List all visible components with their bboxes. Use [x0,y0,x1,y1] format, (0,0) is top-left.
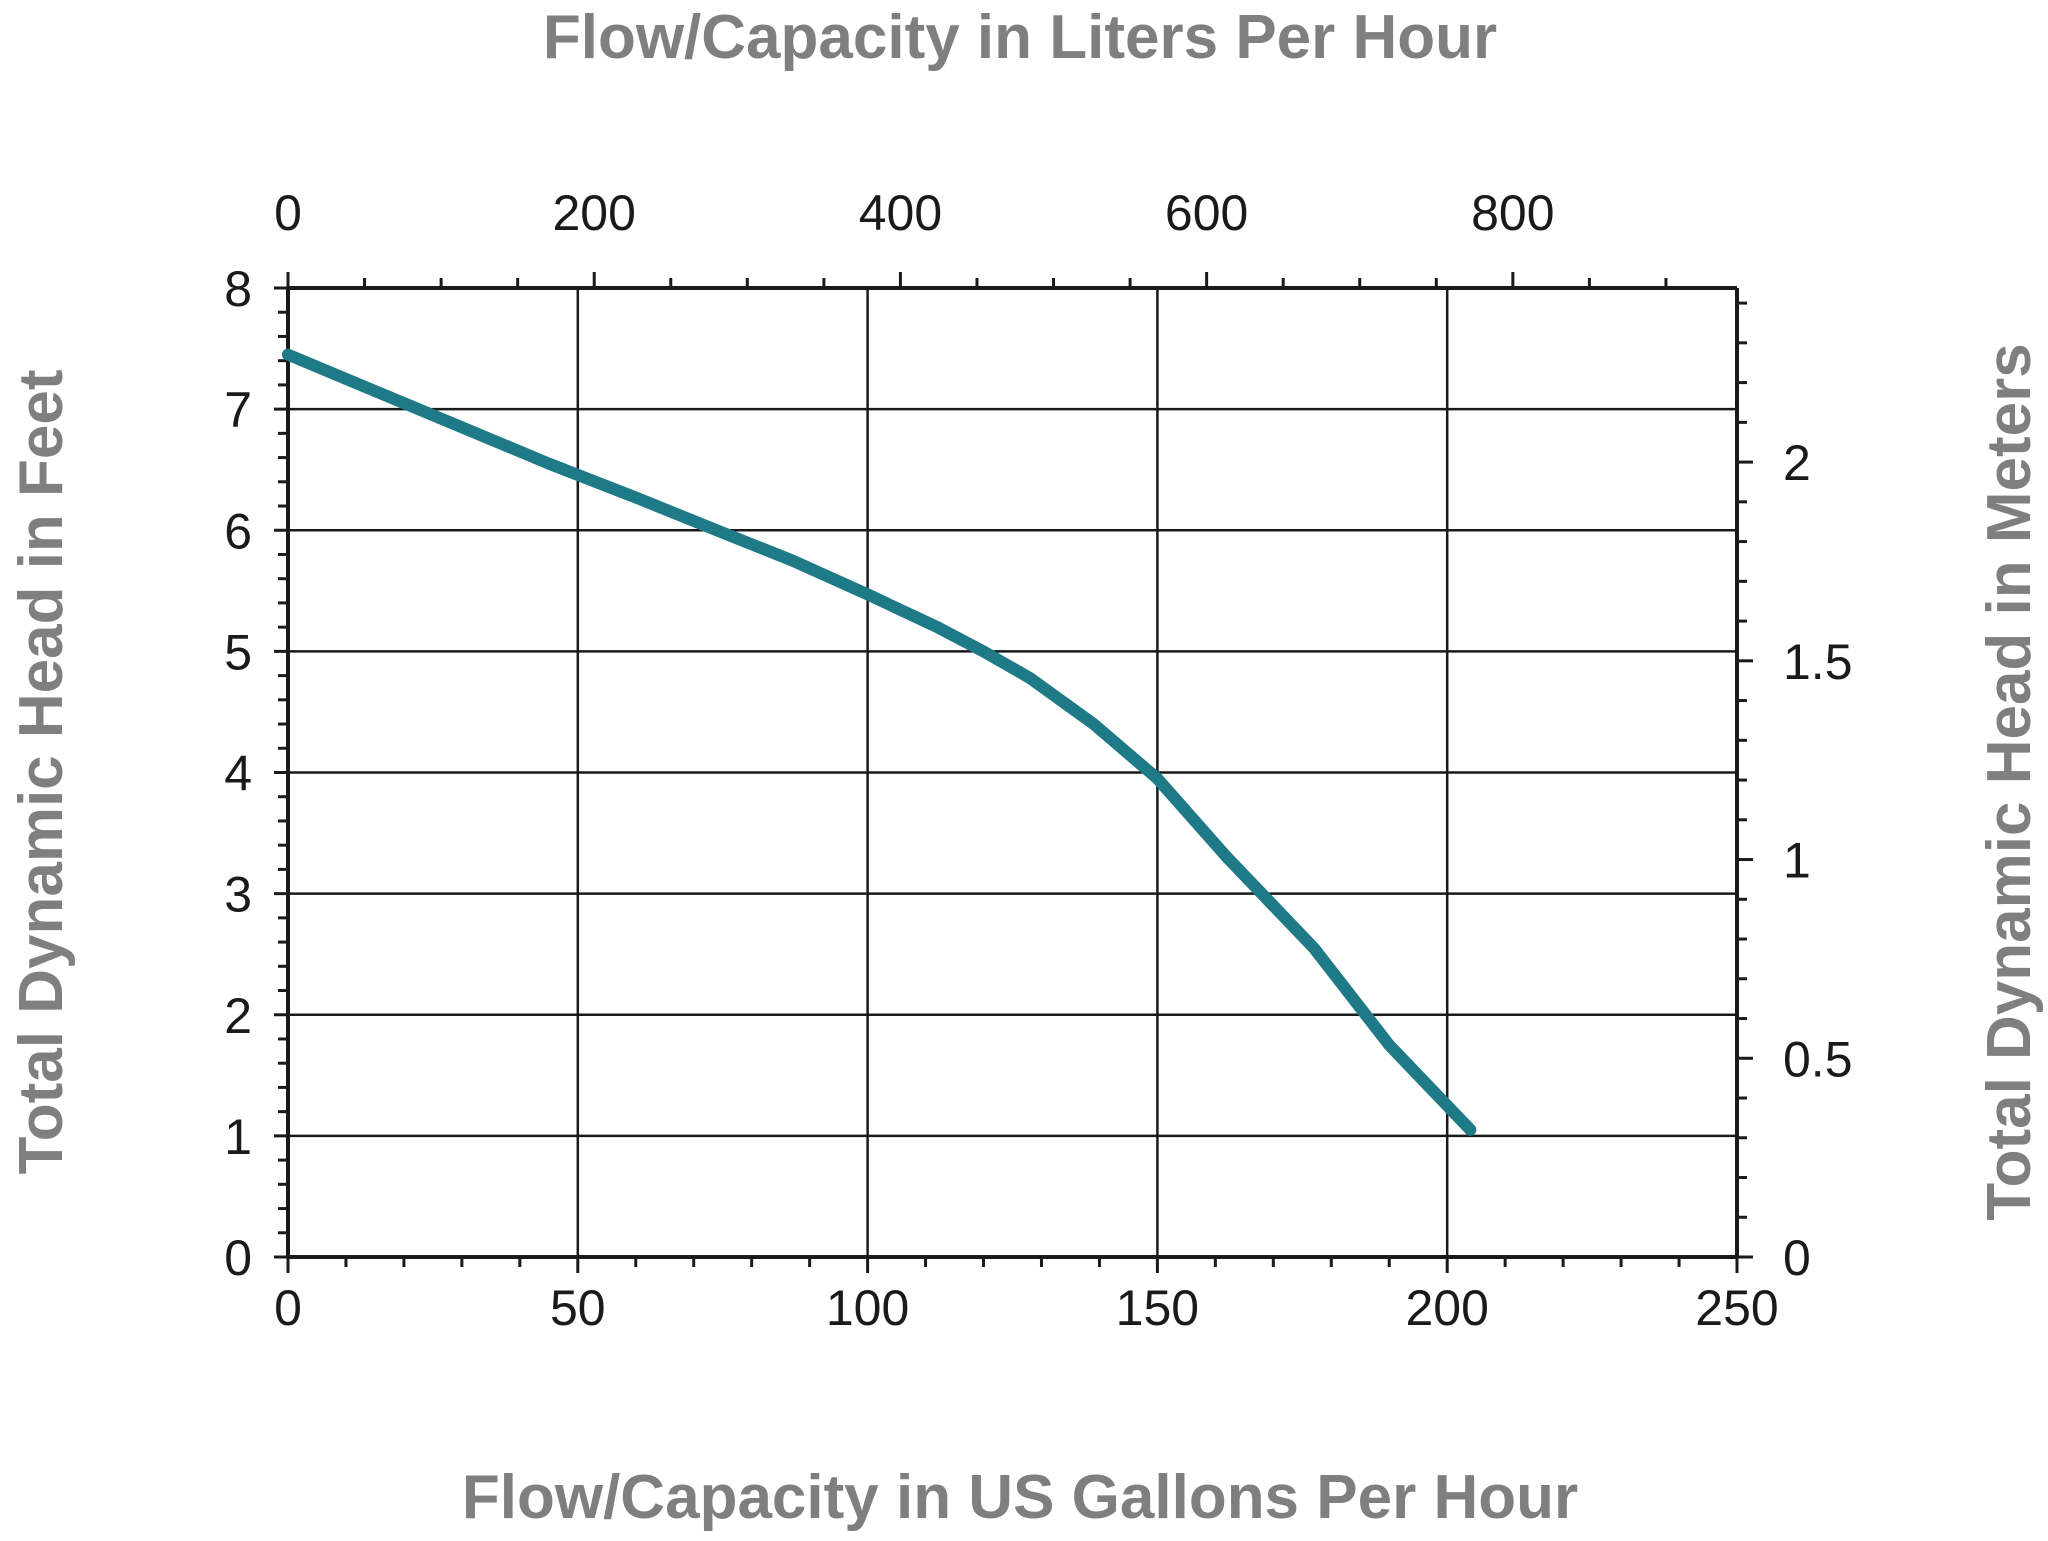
y-tick-label-5: 5 [224,624,252,680]
bottom-axis-title: Flow/Capacity in US Gallons Per Hour [462,1463,1578,1532]
x2-tick-label-2: 400 [859,185,942,241]
y2-tick-label-3: 1.5 [1783,634,1853,690]
series-layer [282,348,1477,1136]
y-tick-label-4: 4 [224,746,252,802]
top-axis-title: Flow/Capacity in Liters Per Hour [543,3,1497,72]
y-tick-label-2: 2 [224,988,252,1044]
y-tick-label-7: 7 [224,382,252,438]
y-tick-label-0: 0 [224,1230,252,1286]
x-tick-label-2: 100 [826,1280,909,1336]
x-tick-label-0: 0 [274,1280,302,1336]
x-tick-label-3: 150 [1116,1280,1199,1336]
y-tick-label-1: 1 [224,1109,252,1165]
title-layer: Flow/Capacity in Liters Per Hour Flow/Ca… [7,3,2044,1532]
left-axis-title: Total Dynamic Head in Feet [7,369,76,1174]
grid-layer [286,286,1739,1259]
tick-layer [274,272,1753,1273]
y2-tick-label-0: 0 [1783,1230,1811,1286]
y-tick-label-8: 8 [224,261,252,317]
x2-tick-label-1: 200 [552,185,635,241]
y2-tick-label-2: 1 [1783,833,1811,889]
x-tick-label-1: 50 [550,1280,606,1336]
x2-tick-label-3: 600 [1165,185,1248,241]
x-tick-label-5: 250 [1695,1280,1778,1336]
y-tick-label-3: 3 [224,867,252,923]
y2-tick-label-1: 0.5 [1783,1031,1853,1087]
right-axis-title: Total Dynamic Head in Meters [1975,343,2044,1220]
x2-tick-label-4: 800 [1471,185,1554,241]
y2-tick-label-4: 2 [1783,435,1811,491]
x2-tick-label-0: 0 [274,185,302,241]
y-tick-label-6: 6 [224,503,252,559]
series-line-0 [282,348,1477,1136]
x-tick-label-4: 200 [1405,1280,1488,1336]
